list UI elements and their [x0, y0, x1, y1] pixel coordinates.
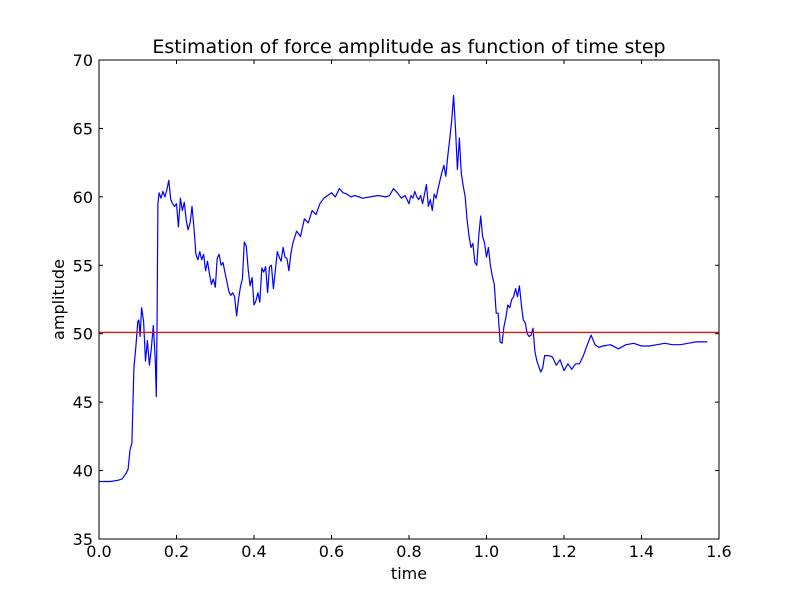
x-tick-label: 0.0 [86, 542, 111, 561]
y-tick-label: 50 [73, 325, 93, 344]
y-tick-label: 70 [73, 51, 93, 70]
y-tick-label: 40 [73, 462, 93, 481]
y-axis-label: amplitude [49, 259, 68, 340]
plot-background [99, 60, 719, 539]
x-tick-label: 1.0 [474, 542, 499, 561]
x-tick-label: 0.2 [164, 542, 189, 561]
y-tick-label: 45 [73, 393, 93, 412]
chart-marks [99, 94, 719, 483]
x-tick-label: 1.6 [706, 542, 731, 561]
y-tick-label: 55 [73, 256, 93, 275]
x-tick-label: 1.2 [551, 542, 576, 561]
axis-ticks: 0.0 0.2 0.4 0.6 0.8 1.0 1.2 1.4 1.6 35 40 45 50 55 60 6… [73, 51, 732, 561]
y-tick-label: 65 [73, 119, 93, 138]
x-tick-label: 0.6 [319, 542, 344, 561]
x-tick-label: 0.8 [396, 542, 421, 561]
amplitude-series-line [99, 94, 708, 483]
y-tick-label: 60 [73, 188, 93, 207]
plot-area: 0.0 0.2 0.4 0.6 0.8 1.0 1.2 1.4 1.6 35 40 45 50 55 60 6… [73, 51, 732, 561]
chart-title: Estimation of force amplitude as functio… [152, 36, 665, 58]
x-tick-label: 0.4 [241, 542, 266, 561]
x-tick-label: 1.4 [629, 542, 654, 561]
y-tick-label: 35 [73, 530, 93, 549]
x-axis-label: time [391, 564, 427, 583]
